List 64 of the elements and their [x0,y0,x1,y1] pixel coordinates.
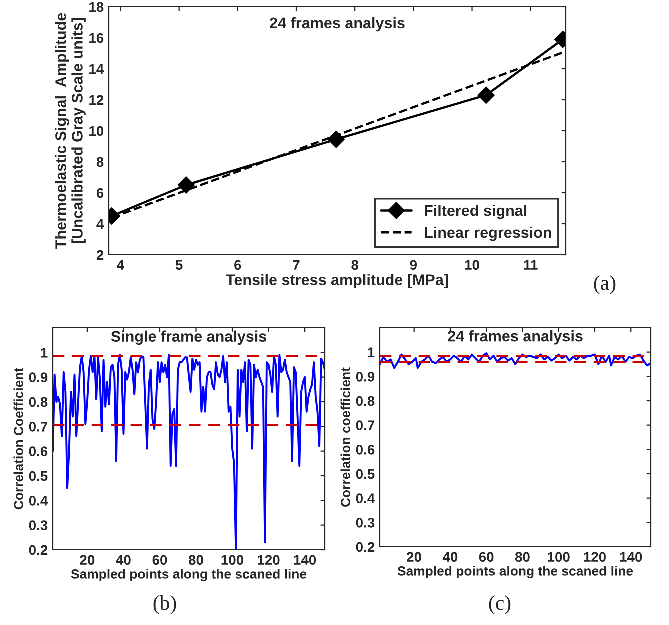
legend-label: Linear regression [425,226,552,242]
x-tick-label: 10 [465,260,480,270]
x-tick-label: 120 [258,555,280,566]
y-tick-label: 4 [96,219,104,230]
y-tick-label: 16 [90,33,104,44]
x-tick-label: 80 [188,555,204,566]
y-tick-label: 0.6 [356,445,375,455]
y-tick-label: 0.3 [29,520,48,531]
y-tick-label: 1 [368,348,375,358]
x-tick-label: 40 [116,555,131,566]
x-tick-label: 20 [80,555,95,566]
y-tick-label: 0.8 [356,396,375,406]
y-tick-label: 0.3 [356,518,375,528]
text: 24 frames analysis [270,17,405,32]
y-tick-label: 10 [90,126,104,136]
y-tick-label: 0.2 [356,542,375,552]
y-axis-title: Correlation Coefficient [14,368,24,510]
x-tick-label: 140 [620,552,642,562]
line-series [380,352,651,370]
y-tick-label: 1 [41,348,48,358]
x-tick-label: 100 [548,552,570,562]
x-tick-label: 40 [442,552,458,562]
x-tick-label: 60 [479,552,494,562]
x-tick-label: 20 [407,552,422,562]
y-tick-label: 14 [90,64,104,74]
y-tick-label: 0.9 [29,372,48,383]
y-axis-title: Thermoelastic Signal Amplitude [Uncalibrated Gray Scale units] [55,13,86,249]
y-tick-label: 0.2 [29,545,48,556]
x-tick-label: 6 [234,260,242,270]
x-tick-label: 120 [584,552,606,562]
y-tick-label: 0.5 [356,469,375,480]
y-tick-label: 0.7 [29,422,48,432]
x-tick-label: 4 [117,260,125,270]
x-tick-label: 7 [293,260,300,270]
legend-label: Filtered signal [425,204,527,220]
y-tick-label: 0.6 [29,446,48,457]
x-axis-title: Tensile stress amplitude [MPa] [226,274,448,288]
x-tick-label: 9 [410,260,418,270]
y-tick-label: 0.4 [356,494,376,504]
x-tick-label: 140 [294,555,316,566]
y-tick-label: 0.4 [29,496,48,506]
y-tick-label: 6 [96,188,104,198]
y-axis-title: Correlation coefficient [340,368,350,507]
x-tick-label: 100 [222,555,244,566]
point [328,130,345,148]
y-tick-label: 0.5 [29,471,48,482]
y-tick-label: 12 [90,95,104,106]
y-tick-label: 18 [90,2,104,12]
chart-title: 24 frames analysis [448,330,583,345]
y-tick-label: 0.7 [356,420,375,431]
x-tick-label: 11 [524,260,538,270]
chart-title: Single frame analysis [111,330,266,346]
text: (b) [154,596,176,614]
text: (c) [489,596,511,614]
y-tick-label: 8 [96,157,104,168]
x-axis-title: Sampled points along the scaned line [398,566,634,579]
y-tick-label: 0.9 [356,372,375,382]
y-tick-label: 2 [96,250,104,260]
x-axis-title: Sampled points along the scaned line [71,569,307,582]
text: (a) [594,276,616,294]
x-tick-label: 80 [515,552,530,562]
x-tick-label: 60 [152,555,168,566]
x-tick-label: 5 [176,260,183,270]
y-tick-label: 0.8 [29,397,48,408]
